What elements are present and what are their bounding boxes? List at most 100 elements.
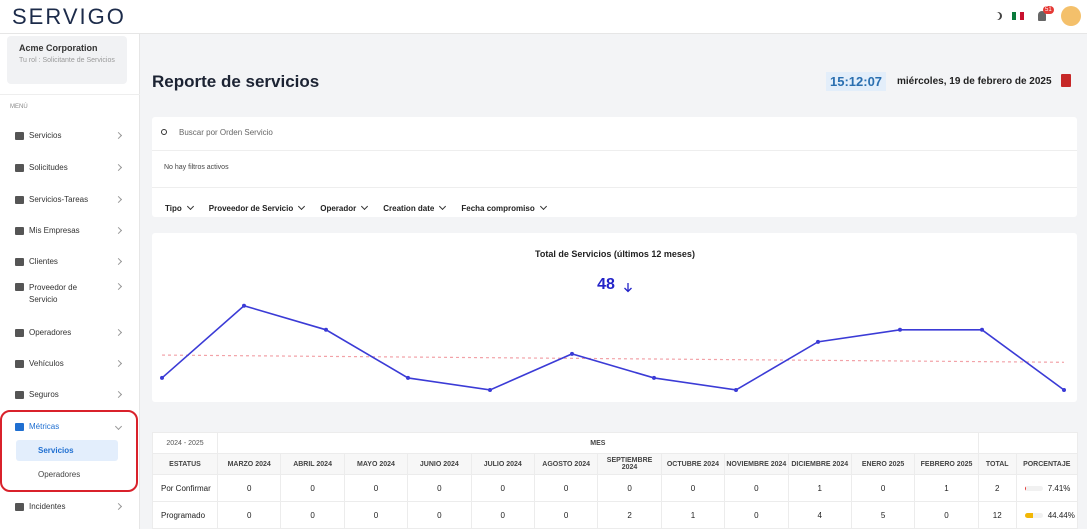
logo: SERVIGO bbox=[12, 4, 126, 29]
menu-text: Clientes bbox=[29, 257, 58, 266]
chevron bbox=[114, 226, 123, 235]
column-header: JULIO 2024 bbox=[470, 453, 535, 475]
header-row: ESTATUS MARZO 2024 ABRIL 2024 MAYO 2024 JUNI… bbox=[152, 453, 1078, 475]
table-row: Por Confirmar 0 0 0 0 0 0 0 0 0 1 0 1 2 7.41% bbox=[152, 474, 1078, 502]
cell: 2 bbox=[597, 501, 662, 529]
flag[interactable] bbox=[1012, 12, 1024, 20]
menu-item[interactable]: Solicitudes bbox=[15, 163, 125, 172]
data-point bbox=[1062, 387, 1066, 392]
menu-item[interactable]: Métricas bbox=[15, 422, 125, 431]
table-row: Programado 0 0 0 0 0 0 2 1 0 4 5 0 12 44.44% bbox=[152, 501, 1078, 529]
data-line bbox=[161, 304, 1065, 391]
percentage-fill bbox=[1024, 486, 1027, 492]
percentage-bar bbox=[1024, 513, 1043, 519]
row-label: Por Confirmar bbox=[152, 474, 218, 502]
menu-text: Incidentes bbox=[29, 502, 66, 511]
chart: Total de Servicios (últimos 12 meses) 48 bbox=[160, 249, 1066, 392]
group-header: MES bbox=[217, 432, 979, 454]
company-name: Acme Corporation bbox=[19, 43, 98, 53]
menu-icon bbox=[15, 282, 24, 291]
filter-dropdown[interactable]: Creation date bbox=[383, 204, 445, 213]
theme-toggle[interactable] bbox=[994, 12, 1002, 20]
percentage: 44.44% bbox=[1015, 501, 1078, 529]
menu-item[interactable]: Seguros bbox=[15, 390, 125, 399]
cell: 0 bbox=[470, 474, 535, 502]
menu-text: Proveedor de Servicio bbox=[29, 283, 78, 304]
cell: 1 bbox=[660, 501, 726, 529]
data-point bbox=[898, 327, 902, 332]
menu-item[interactable]: Operadores bbox=[15, 328, 125, 337]
cell: 0 bbox=[533, 474, 599, 502]
menu-icon bbox=[15, 226, 24, 235]
menu-text: Mis Empresas bbox=[29, 226, 80, 235]
percentage: 7.41% bbox=[1015, 474, 1078, 502]
filter-dropdown[interactable]: Fecha compromiso bbox=[461, 204, 545, 213]
cell: 0 bbox=[533, 501, 599, 529]
column-header: ABRIL 2024 bbox=[280, 453, 345, 475]
menu-item[interactable]: Vehículos bbox=[15, 359, 125, 368]
menu-icon bbox=[15, 131, 24, 140]
pdf-button[interactable] bbox=[1061, 74, 1071, 87]
trend-line bbox=[161, 354, 1065, 363]
submenu-item[interactable]: Operadores bbox=[38, 470, 81, 479]
menu-item[interactable]: Proveedor de Servicio bbox=[15, 282, 125, 306]
menu-item[interactable]: Clientes bbox=[15, 257, 125, 266]
data-point bbox=[488, 387, 492, 392]
company-box: Acme Corporation Tu rol : Solicitante de… bbox=[7, 36, 127, 84]
submenu-item[interactable]: Servicios bbox=[38, 446, 74, 455]
chevron bbox=[114, 195, 123, 204]
date: miércoles, 19 de febrero de 2025 bbox=[897, 76, 1052, 87]
column-header: AGOSTO 2024 bbox=[533, 453, 599, 475]
filter-dropdown[interactable]: Proveedor de Servicio bbox=[209, 204, 304, 213]
bell[interactable] bbox=[1038, 11, 1046, 21]
status-table: 2024 - 2025 MES ESTATUS MARZO 2024 ABRIL 202… bbox=[152, 432, 1078, 529]
clock: 15:12:07 bbox=[826, 72, 887, 91]
menu-text: Solicitudes bbox=[29, 163, 68, 172]
cell: 0 bbox=[216, 501, 282, 529]
menu-icon bbox=[15, 502, 24, 511]
sidebar: Acme Corporation Tu rol : Solicitante de… bbox=[0, 34, 140, 529]
total: 2 bbox=[977, 474, 1017, 502]
menu-item[interactable]: Servicios bbox=[15, 131, 125, 140]
percentage-label: 44.44% bbox=[1047, 510, 1075, 520]
column-header: NOVIEMBRE 2024 bbox=[724, 453, 789, 475]
chart-card: Total de Servicios (últimos 12 meses) 48 bbox=[152, 233, 1077, 402]
menu-item[interactable]: Servicios-Tareas bbox=[15, 195, 125, 204]
column-header: SEPTIEMBRE 2024 bbox=[597, 453, 662, 475]
chevron bbox=[114, 131, 123, 140]
role: Tu rol : Solicitante de Servicios bbox=[19, 57, 115, 64]
percentage-fill bbox=[1024, 513, 1033, 519]
avatar[interactable] bbox=[1061, 6, 1081, 26]
menu-icon bbox=[15, 328, 24, 337]
data-point bbox=[980, 327, 984, 332]
menu-icon bbox=[15, 257, 24, 266]
cell: 0 bbox=[407, 501, 472, 529]
filter-status: No hay filtros activos bbox=[164, 164, 229, 171]
table-card: 2024 - 2025 MES ESTATUS MARZO 2024 ABRIL 202… bbox=[152, 432, 1078, 529]
data-point bbox=[406, 375, 410, 380]
menu-icon bbox=[15, 359, 24, 368]
cell: 0 bbox=[914, 501, 979, 529]
search-input[interactable]: Buscar por Orden Servicio bbox=[179, 128, 273, 137]
column-header: TOTAL bbox=[977, 453, 1017, 475]
top-bar: SERVIGO 51 bbox=[0, 0, 1087, 34]
menu-item[interactable]: Incidentes bbox=[15, 502, 125, 511]
filter-card: Buscar por Orden Servicio No hay filtros… bbox=[152, 117, 1077, 217]
menu-text: Métricas bbox=[29, 422, 60, 431]
row-label: Programado bbox=[152, 501, 218, 529]
filter-dropdown[interactable]: Tipo bbox=[165, 204, 193, 213]
percentage-bar bbox=[1024, 486, 1043, 492]
menu-icon bbox=[15, 195, 24, 204]
menu-icon bbox=[15, 390, 24, 399]
menu-icon bbox=[15, 422, 24, 431]
data-point bbox=[570, 351, 574, 356]
column-header: FEBRERO 2025 bbox=[914, 453, 979, 475]
filter-dropdown[interactable]: Operador bbox=[320, 204, 367, 213]
percentage-label: 7.41% bbox=[1047, 483, 1071, 493]
menu-item[interactable]: Mis Empresas bbox=[15, 226, 125, 235]
data-point bbox=[160, 375, 164, 380]
down-arrow bbox=[624, 283, 632, 293]
cell: 0 bbox=[407, 474, 472, 502]
menu-text: Operadores bbox=[29, 328, 72, 337]
